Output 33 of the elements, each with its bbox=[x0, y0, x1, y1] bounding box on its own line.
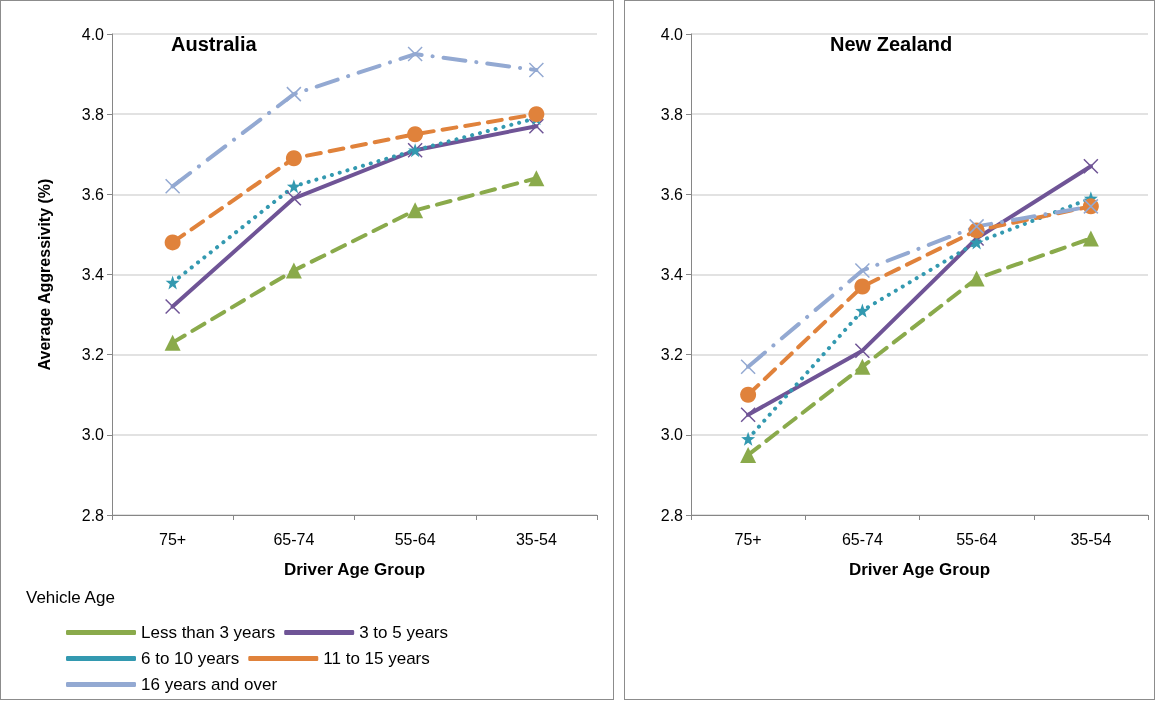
x-tick-label: 75+ bbox=[159, 530, 187, 548]
x-tick-label: 65-74 bbox=[273, 530, 315, 548]
x-tick-label: 75+ bbox=[734, 530, 762, 548]
y-tick-label: 3.0 bbox=[660, 426, 684, 444]
y-tick-label: 3.2 bbox=[81, 346, 105, 364]
y-tick-label: 2.8 bbox=[660, 506, 684, 524]
chart-title: Australia bbox=[171, 33, 258, 55]
y-tick-label: 3.6 bbox=[660, 185, 684, 203]
legend-label: 11 to 15 years bbox=[323, 649, 430, 668]
x-tick-label: 35-54 bbox=[1070, 530, 1112, 548]
legend-label: 16 years and over bbox=[141, 675, 278, 694]
x-axis-title: Driver Age Group bbox=[848, 560, 991, 579]
legend-label: 6 to 10 years bbox=[141, 649, 240, 668]
y-tick-label: 3.2 bbox=[660, 346, 684, 364]
y-tick-label: 3.4 bbox=[660, 266, 684, 283]
y-tick-label: 3.0 bbox=[81, 426, 105, 444]
legend-label: Less than 3 years bbox=[141, 623, 276, 642]
chart-title: New Zealand bbox=[830, 33, 953, 55]
x-tick-label: 35-54 bbox=[515, 530, 557, 548]
y-tick-label: 4.0 bbox=[81, 25, 105, 43]
legend-label: 3 to 5 years bbox=[359, 623, 449, 642]
x-tick-label: 65-74 bbox=[841, 530, 883, 548]
x-tick-label: 55-64 bbox=[956, 530, 998, 548]
y-tick-label: 3.6 bbox=[81, 185, 105, 203]
y-axis-title: Average Aggressivity (%) bbox=[35, 178, 53, 371]
x-tick-label: 55-64 bbox=[394, 530, 436, 548]
y-tick-label: 3.8 bbox=[660, 105, 684, 123]
x-axis-title: Driver Age Group bbox=[283, 560, 426, 579]
y-tick-label: 3.8 bbox=[81, 105, 105, 123]
y-tick-label: 3.4 bbox=[81, 266, 105, 283]
y-tick-label: 2.8 bbox=[81, 506, 105, 524]
y-tick-label: 4.0 bbox=[660, 25, 684, 43]
legend-title: Vehicle Age bbox=[26, 588, 115, 607]
